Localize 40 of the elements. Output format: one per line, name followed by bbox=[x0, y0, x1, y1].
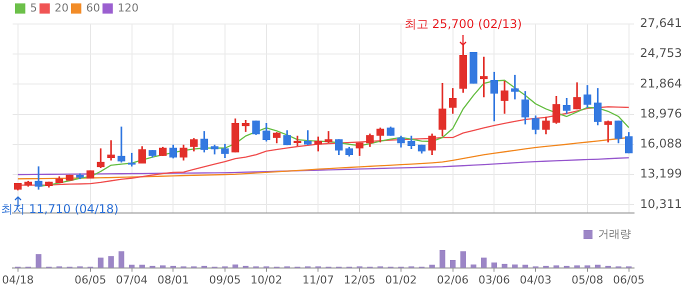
x-tick-label: 03/06 bbox=[478, 273, 510, 286]
bar bbox=[481, 258, 487, 268]
legend-label: 60 bbox=[86, 1, 100, 14]
bar bbox=[118, 251, 124, 268]
x-tick-label: 07/04 bbox=[116, 273, 148, 286]
bar bbox=[450, 260, 456, 268]
legend-label: 20 bbox=[54, 1, 69, 14]
bar bbox=[440, 250, 446, 268]
x-tick-label: 01/02 bbox=[385, 273, 417, 286]
bar bbox=[108, 256, 114, 268]
y-tick-label: 10,311 bbox=[640, 196, 682, 211]
bar bbox=[36, 254, 42, 268]
legend-label: 120 bbox=[118, 1, 139, 14]
y-tick-label: 24,753 bbox=[640, 46, 682, 60]
x-tick-label: 06/05 bbox=[612, 273, 645, 286]
bar bbox=[470, 264, 476, 268]
x-tick-label: 02/06 bbox=[436, 273, 469, 286]
legend-label: 거래량 bbox=[598, 227, 631, 240]
x-tick-label: 08/01 bbox=[157, 273, 190, 286]
y-tick-label: 16,088 bbox=[640, 136, 682, 151]
y-tick-label: 18,976 bbox=[640, 106, 682, 120]
bar bbox=[502, 264, 508, 268]
x-tick-label: 06/05 bbox=[74, 273, 106, 286]
x-tick-label: 10/02 bbox=[250, 273, 282, 286]
y-tick-label: 21,864 bbox=[640, 76, 682, 90]
annotation: 최저 11,710 (04/18) bbox=[1, 202, 119, 216]
candlestick bbox=[470, 52, 478, 84]
x-tick-label: 04/18 bbox=[2, 273, 34, 286]
y-tick-label: 13,199 bbox=[640, 166, 682, 181]
bar bbox=[491, 262, 498, 268]
bar bbox=[98, 258, 104, 268]
legend-label: 5 bbox=[30, 1, 38, 14]
x-tick-label: 09/05 bbox=[209, 273, 241, 286]
x-tick-label: 04/03 bbox=[520, 273, 552, 286]
annotation: 최고 25,700 (02/13) bbox=[404, 17, 522, 32]
x-tick-label: 11/07 bbox=[302, 273, 334, 286]
x-tick-label: 05/08 bbox=[572, 273, 604, 286]
bar bbox=[460, 251, 466, 268]
x-tick-label: 12/05 bbox=[344, 273, 376, 286]
y-tick-label: 27,641 bbox=[640, 16, 682, 30]
